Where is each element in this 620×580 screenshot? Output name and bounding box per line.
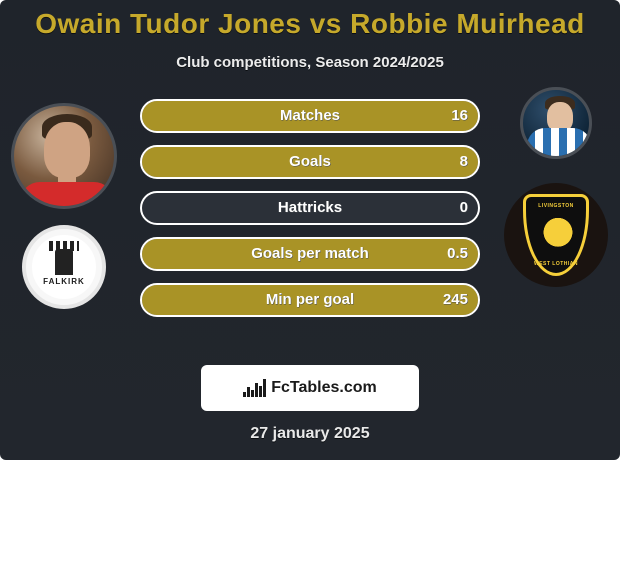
stat-bar-row: Goals 8 [140,145,480,179]
logo-bars-icon [243,379,265,397]
page-title: Owain Tudor Jones vs Robbie Muirhead [0,0,620,40]
avatar-jersey [20,182,114,209]
card-footer: FcTables.com 27 january 2025 [0,365,620,443]
club-badge-label: FALKIRK [43,277,85,286]
stat-bar-row: Hattricks 0 [140,191,480,225]
stat-bar-label: Goals [289,153,331,170]
stat-bar-value: 0.5 [447,245,468,262]
stat-bar-row: Matches 16 [140,99,480,133]
avatar-jersey [527,128,591,159]
stat-bar-label: Hattricks [278,199,342,216]
stat-bar-value: 0 [460,199,468,216]
stat-bar-row: Goals per match 0.5 [140,237,480,271]
player-right-club-badge: LIVINGSTON WEST LOTHIAN [504,183,608,287]
stat-bar-value: 16 [451,107,468,124]
club-badge-inner: FALKIRK [32,235,96,299]
club-shield-bottom-text: WEST LOTHIAN [526,261,586,267]
stat-bar-label: Min per goal [266,291,354,308]
season-subtitle: Club competitions, Season 2024/2025 [0,54,620,71]
content-area: FALKIRK LIVINGSTON WEST LOTHIAN Matches 1… [0,97,620,357]
comparison-card: Owain Tudor Jones vs Robbie Muirhead Clu… [0,0,620,460]
player-right-avatar [520,87,592,159]
logo-text: FcTables.com [271,379,377,397]
player-left-column: FALKIRK [4,97,124,309]
club-shield-top-text: LIVINGSTON [526,203,586,209]
player-right-column: LIVINGSTON WEST LOTHIAN [496,87,616,287]
player-left-club-badge: FALKIRK [22,225,106,309]
stat-bar-value: 8 [460,153,468,170]
stat-bar-label: Matches [280,107,340,124]
stat-bar-value: 245 [443,291,468,308]
avatar-face [44,122,90,178]
snapshot-date: 27 january 2025 [250,425,369,443]
stat-bar-row: Min per goal 245 [140,283,480,317]
player-left-avatar [11,103,117,209]
stat-bars: Matches 16 Goals 8 Hattricks 0 Goals per match… [140,99,480,329]
club-badge-tower-icon [55,249,73,275]
fctables-logo: FcTables.com [201,365,419,411]
club-shield-icon: LIVINGSTON WEST LOTHIAN [523,194,589,276]
stat-bar-label: Goals per match [251,245,369,262]
club-shield-lion-icon [540,215,576,251]
